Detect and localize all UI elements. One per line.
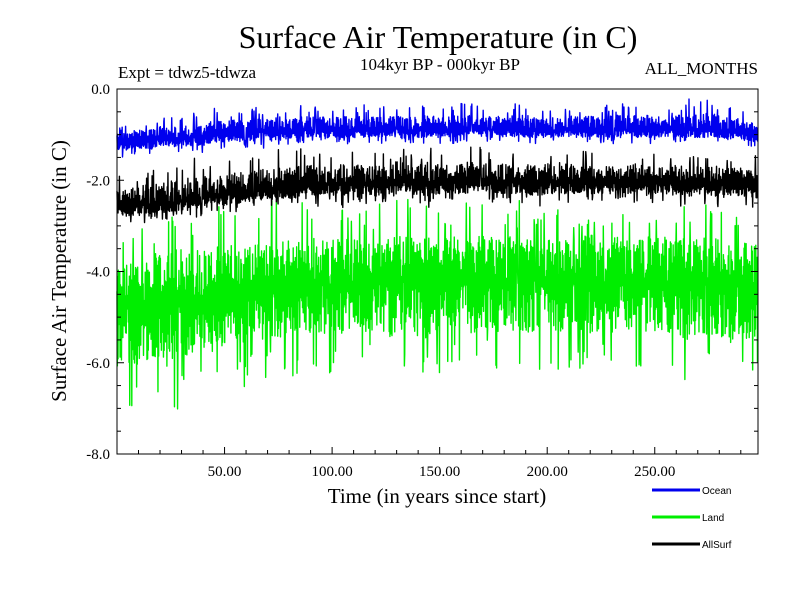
axes-group: 50.00 100.00 150.00 200.00 250.00 0.0 -2.0 -4.0… [86,82,758,480]
season-label: ALL_MONTHS [645,59,758,78]
chart-title: Surface Air Temperature (in C) [239,19,638,55]
x-tick-label: 50.00 [208,464,242,480]
series-allsurf-line [116,146,759,224]
y-tick-label: -8.0 [86,447,110,463]
y-tick-label: 0.0 [91,82,110,98]
legend-label-allsurf: AllSurf [702,540,732,551]
chart-subtitle: 104kyr BP - 000kyr BP [360,55,520,74]
x-tick-label: 200.00 [527,464,568,480]
legend-label-ocean: Ocean [702,486,731,497]
x-tick-label: 150.00 [419,464,460,480]
legend-label-land: Land [702,513,724,524]
y-tick-label: -2.0 [86,173,110,189]
y-axis-label: Surface Air Temperature (in C) [47,140,71,402]
x-tick-label: 250.00 [634,464,675,480]
series-land-line [116,198,759,410]
x-tick-label: 100.00 [311,464,352,480]
y-tick-label: -6.0 [86,356,110,372]
y-tick-label: -4.0 [86,265,110,281]
plot-series-group [116,98,759,410]
legend: Ocean Land AllSurf [652,486,732,551]
experiment-label: Expt = tdwz5-tdwza [118,63,256,82]
series-ocean-line [116,98,759,158]
x-axis-label: Time (in years since start) [328,484,547,508]
